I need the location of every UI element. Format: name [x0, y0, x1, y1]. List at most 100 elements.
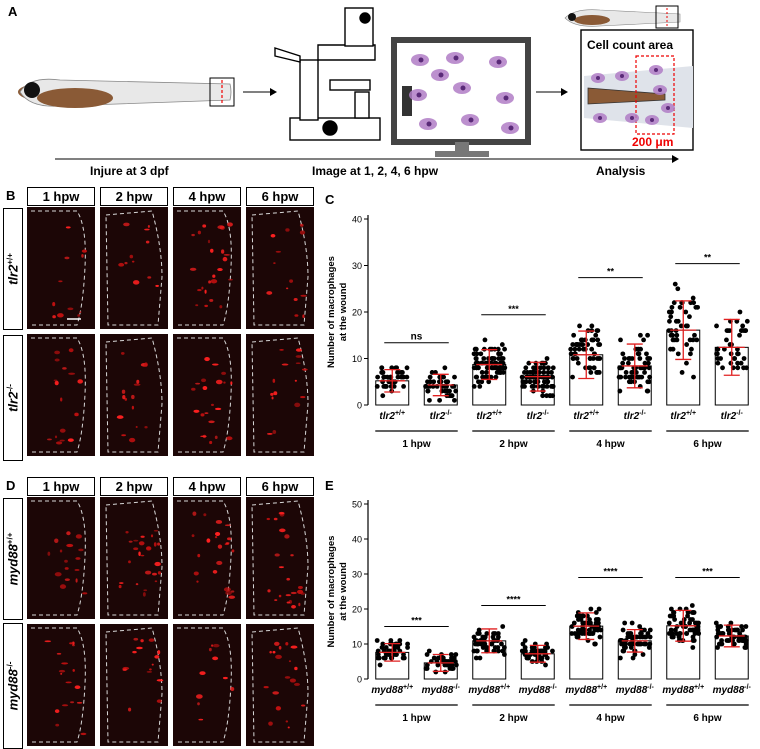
macrophage-spot: [267, 589, 271, 593]
macrophage-spot: [77, 314, 81, 317]
data-point: [741, 356, 747, 361]
macrophage-spot: [125, 530, 129, 534]
data-point: [526, 655, 531, 661]
data-point: [679, 370, 685, 375]
macrophage-spot: [215, 531, 221, 536]
data-point: [626, 374, 632, 380]
data-point: [537, 365, 543, 371]
data-point: [426, 648, 432, 654]
data-point: [476, 379, 481, 385]
macrophage-spot: [69, 642, 73, 645]
macrophage-spot: [157, 542, 161, 546]
group-label: 2 hpw: [499, 439, 528, 450]
macrophage-spot: [300, 294, 307, 297]
data-point: [423, 384, 429, 389]
panel-c-chart: 0 10 20 30 40 Number of macrophages at the wou…: [326, 215, 750, 450]
data-point: [626, 356, 632, 361]
macrophage-spot: [144, 570, 152, 575]
data-point: [629, 620, 635, 626]
panel-d-micrograph-r1-c3: [173, 497, 241, 619]
macrophage-spot: [285, 594, 291, 597]
data-point: [620, 360, 626, 366]
macrophage-spot: [58, 669, 66, 673]
data-point: [622, 620, 628, 626]
macrophage-spot: [70, 701, 75, 704]
macrophage-nucleus-icon: [654, 68, 658, 72]
macrophage-spot: [210, 279, 218, 284]
data-point: [492, 631, 498, 636]
data-point: [738, 360, 744, 366]
data-point: [672, 281, 678, 287]
y-tick-label: 10: [352, 640, 362, 650]
macrophage-spot: [55, 723, 60, 727]
data-point: [522, 370, 527, 375]
data-point: [437, 397, 442, 403]
data-point: [596, 356, 602, 361]
category-label: tlr2-/-: [624, 410, 647, 422]
data-point: [690, 337, 696, 343]
data-point: [668, 314, 674, 320]
macrophage-spot: [74, 685, 81, 690]
macrophage-spot: [209, 299, 214, 302]
data-point: [575, 360, 581, 366]
schematic-workflow: [18, 5, 694, 163]
data-point: [587, 627, 592, 633]
data-point: [671, 613, 677, 619]
data-point: [471, 648, 477, 654]
data-point: [635, 641, 640, 647]
data-point: [480, 374, 486, 380]
data-point: [743, 624, 749, 629]
data-point: [526, 360, 532, 366]
macrophage-spot: [302, 314, 305, 319]
macrophage-spot: [212, 643, 220, 648]
macrophage-spot: [140, 535, 145, 538]
macrophage-spot: [151, 663, 154, 666]
macrophage-spot: [132, 280, 140, 285]
macrophage-nucleus-icon: [416, 92, 422, 98]
data-point: [619, 641, 624, 647]
data-point: [726, 638, 732, 643]
macrophage-spot: [65, 681, 72, 684]
wound-outline: [105, 500, 163, 616]
data-point: [383, 645, 389, 650]
macrophage-spot: [285, 720, 289, 723]
y-tick-label: 0: [357, 401, 362, 411]
data-point: [532, 379, 538, 385]
data-point: [581, 346, 586, 352]
data-point: [445, 379, 451, 385]
macrophage-spot: [144, 362, 148, 367]
data-point: [550, 393, 556, 399]
category-label: myd88+/+: [371, 684, 413, 696]
macrophage-spot: [60, 397, 63, 402]
macrophage-spot: [145, 546, 152, 551]
data-point: [635, 374, 641, 380]
data-point: [627, 631, 633, 636]
macrophage-spot: [61, 704, 69, 707]
data-point: [483, 370, 489, 375]
data-point: [542, 652, 548, 657]
data-point: [669, 631, 675, 636]
data-point: [690, 627, 696, 633]
macrophage-spot: [272, 650, 276, 654]
macrophage-spot: [78, 548, 84, 552]
data-point: [401, 384, 406, 389]
macrophage-spot: [65, 226, 71, 229]
data-point: [590, 337, 596, 343]
data-point: [473, 374, 479, 380]
data-point: [571, 332, 577, 338]
group-label: 6 hpw: [693, 439, 722, 450]
data-point: [578, 342, 584, 347]
data-point: [473, 655, 479, 661]
data-point: [732, 356, 738, 361]
macrophage-spot: [72, 644, 75, 647]
data-point: [595, 328, 601, 333]
data-point: [573, 342, 579, 347]
wound-outline: [105, 337, 163, 453]
data-point: [473, 356, 479, 361]
macrophage-spot: [223, 381, 226, 384]
data-point: [740, 323, 746, 329]
microscope-illustration: [274, 7, 381, 141]
macrophage-nucleus-icon: [496, 59, 502, 65]
data-point: [637, 624, 643, 629]
macrophage-spot: [64, 578, 70, 581]
